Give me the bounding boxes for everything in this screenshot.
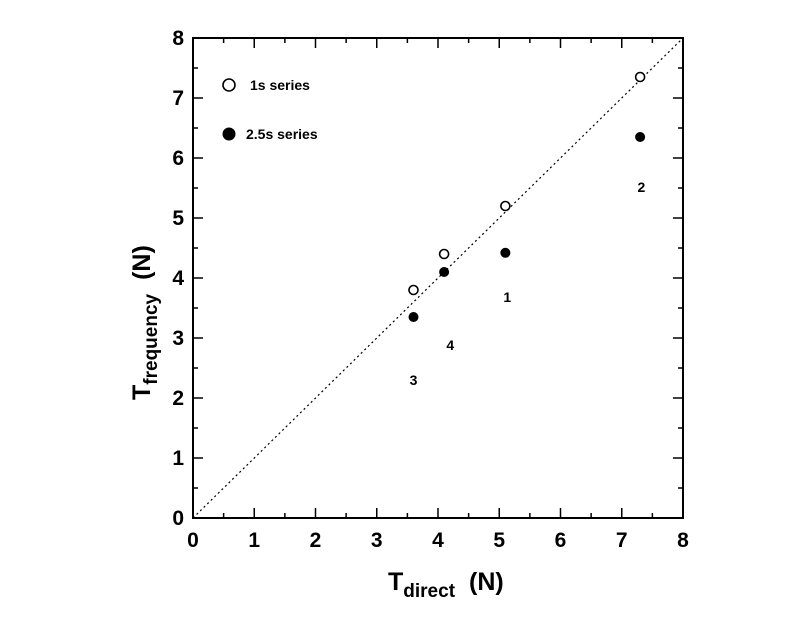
x-axis-title-main: T xyxy=(388,568,403,596)
y-tick-label: 0 xyxy=(172,507,184,530)
data-point-open-circle xyxy=(500,200,511,212)
point-labels: 1 2 3 4 xyxy=(410,179,646,388)
y-tick-label: 1 xyxy=(172,447,184,470)
plot-frame xyxy=(192,37,684,519)
data-points xyxy=(408,71,646,322)
y-axis-title-sub: frequency xyxy=(141,293,162,384)
data-point-filled-circle xyxy=(408,312,419,322)
point-label: 3 xyxy=(410,372,418,388)
x-tick-label: 7 xyxy=(616,529,628,552)
y-tick-label: 6 xyxy=(172,147,184,170)
x-tick-label: 6 xyxy=(555,529,567,552)
data-point-open-circle xyxy=(408,284,419,296)
x-tick-label: 4 xyxy=(432,529,444,552)
y-axis-title-unit: (N) xyxy=(128,245,156,280)
x-axis-title-sub: direct xyxy=(403,581,455,602)
data-point-filled-circle xyxy=(635,132,646,142)
y-tick-label: 7 xyxy=(172,87,184,110)
x-axis-title-unit: (N) xyxy=(469,568,504,596)
reference-diagonal-line xyxy=(192,37,684,519)
point-label: 1 xyxy=(503,289,511,305)
data-point-open-circle xyxy=(438,248,450,260)
y-axis-title-main: T xyxy=(128,385,156,400)
y-axis-title: Tfrequency (N) xyxy=(128,245,162,400)
data-point-filled-circle xyxy=(439,267,450,277)
point-label: 2 xyxy=(637,179,645,195)
y-tick-label: 3 xyxy=(172,327,184,350)
legend-marker-open-circle xyxy=(222,78,236,92)
x-axis-title: Tdirect (N) xyxy=(388,568,504,602)
data-point-open-circle xyxy=(634,71,646,83)
axis-ticks xyxy=(192,37,684,519)
y-tick-label: 2 xyxy=(172,387,184,410)
legend-label-1s: 1s series xyxy=(250,77,310,93)
data-point-filled-circle xyxy=(500,247,511,258)
x-tick-label: 5 xyxy=(493,529,505,552)
y-tick-label: 8 xyxy=(172,27,184,50)
x-tick-label: 8 xyxy=(677,529,689,552)
legend: 1s series 2.5s series xyxy=(222,77,318,142)
x-tick-label: 1 xyxy=(248,529,260,552)
point-label: 4 xyxy=(446,337,454,353)
y-tick-label: 5 xyxy=(172,207,184,230)
axis-tick-labels: 0 1 2 3 4 5 6 7 8 0 1 2 3 4 5 6 7 8 xyxy=(172,27,689,552)
legend-label-2-5s: 2.5s series xyxy=(246,126,318,142)
x-tick-label: 3 xyxy=(371,529,383,552)
x-tick-label: 2 xyxy=(310,529,322,552)
legend-marker-filled-circle xyxy=(222,127,236,141)
y-tick-label: 4 xyxy=(172,267,184,290)
x-tick-label: 0 xyxy=(187,529,199,552)
